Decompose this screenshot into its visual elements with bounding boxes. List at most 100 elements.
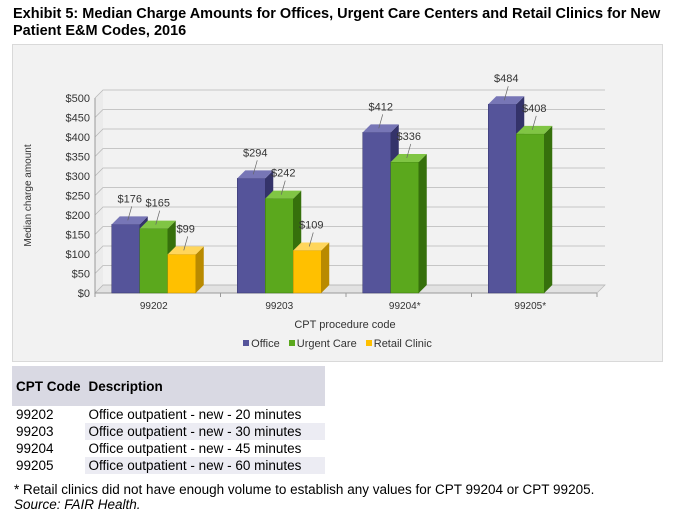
- data-label-leader: [503, 86, 509, 101]
- cpt-code-table: CPT Code Description 99202 Office outpat…: [12, 366, 325, 474]
- bar-office: [488, 103, 517, 294]
- source-note: Source: FAIR Health.: [14, 497, 141, 512]
- bar-office: [111, 224, 140, 294]
- legend-item-urgent-care: Urgent Care: [288, 338, 357, 350]
- x-tick-label: 99205*: [514, 301, 546, 312]
- y-tick-label: $450: [66, 113, 90, 125]
- table-cell-code: 99202: [16, 407, 54, 422]
- legend-swatch-office: [243, 340, 250, 346]
- y-tick-label: $500: [66, 93, 90, 105]
- legend-item-office: Office: [243, 338, 280, 350]
- gridline: [94, 226, 605, 235]
- gridline: [94, 128, 605, 138]
- data-label-leader: [280, 180, 286, 195]
- bar-top: [237, 170, 274, 179]
- y-tick-label: $50: [72, 269, 90, 281]
- y-tick-label: $250: [66, 191, 90, 203]
- gridline: [94, 284, 605, 294]
- gridline: [94, 187, 605, 196]
- legend-label-retail-clinic: Retail Clinic: [373, 338, 432, 350]
- legend-item-retail-clinic: Retail Clinic: [365, 338, 432, 350]
- y-axis-title: Median charge amount: [23, 144, 34, 247]
- table-cell-code: 99204: [16, 441, 54, 456]
- bar-urgent-care: [516, 133, 545, 294]
- data-label-leader: [378, 114, 384, 129]
- chart-legend: Office Urgent Care Retail Clinic: [13, 338, 662, 350]
- exhibit-title: Exhibit 5: Median Charge Amounts for Off…: [13, 6, 661, 39]
- legend-swatch-urgent-care: [288, 340, 295, 346]
- bar-office: [362, 132, 391, 294]
- table-cell-code: 99203: [12, 423, 85, 440]
- data-label: $408: [522, 103, 546, 115]
- table-row: 99202 Office outpatient - new - 20 minut…: [12, 406, 325, 423]
- data-label-leader: [531, 115, 537, 130]
- bar-urgent-care: [390, 161, 419, 294]
- header-description: Description: [84, 366, 325, 406]
- bar-top: [516, 125, 553, 134]
- data-label: $109: [299, 219, 323, 231]
- legend-swatch-retail-clinic: [365, 340, 372, 346]
- legend-label-urgent-care: Urgent Care: [296, 338, 357, 350]
- data-label: $242: [271, 168, 295, 180]
- y-tick-label: $350: [66, 152, 90, 164]
- bar-retail-clinic: [167, 254, 196, 294]
- y-tick-label: $200: [66, 210, 90, 222]
- data-label: $165: [146, 198, 170, 210]
- gridline: [94, 245, 605, 255]
- table-cell-description: Office outpatient - new - 20 minutes: [88, 407, 302, 422]
- bar-top: [111, 216, 148, 225]
- x-tick-label: 99204*: [389, 301, 421, 312]
- data-label: $99: [177, 223, 195, 235]
- table-cell-code: 99205: [12, 457, 85, 474]
- gridline: [94, 89, 605, 99]
- header-cpt-code: CPT Code: [12, 366, 85, 406]
- bar-top: [390, 153, 427, 162]
- data-label: $176: [118, 193, 142, 205]
- bar-retail-clinic: [293, 250, 322, 294]
- bar-top: [362, 124, 399, 133]
- data-label-leader: [155, 210, 161, 225]
- legend-label-office: Office: [251, 338, 280, 350]
- table-cell-description: Office outpatient - new - 60 minutes: [84, 457, 325, 474]
- bar-side: [195, 246, 204, 293]
- bar-office: [237, 178, 266, 294]
- gridline: [94, 167, 605, 177]
- table-header-row: CPT Code Description: [12, 366, 325, 406]
- bar-chart: $0 $50 $100 $150 $200 $250 $300 $350 $400 $450 $50…: [23, 73, 606, 331]
- data-label: $484: [494, 73, 518, 85]
- table-row: 99205 Office outpatient - new - 60 minut…: [12, 457, 325, 474]
- data-label-leader: [252, 160, 258, 175]
- bar-top: [488, 96, 525, 105]
- gridline: [94, 265, 605, 274]
- data-label-leader: [308, 232, 314, 247]
- bar-side: [418, 153, 427, 293]
- x-tick-label: 99203: [265, 301, 293, 312]
- table-cell-description: Office outpatient - new - 30 minutes: [84, 423, 325, 440]
- data-label: $412: [369, 101, 393, 113]
- data-label: $336: [397, 131, 421, 143]
- y-tick-label: $150: [66, 230, 90, 242]
- gridline: [94, 109, 605, 118]
- table-cell-description: Office outpatient - new - 45 minutes: [88, 441, 302, 456]
- data-label-leader: [183, 236, 189, 251]
- y-tick-label: $100: [66, 249, 90, 261]
- data-label: $294: [243, 147, 267, 159]
- gridline: [94, 148, 605, 157]
- footnote: * Retail clinics did not have enough vol…: [14, 482, 595, 497]
- x-tick-label: 99202: [140, 301, 168, 312]
- y-tick-label: $300: [66, 171, 90, 183]
- gridline: [94, 206, 605, 216]
- bar-side: [544, 125, 553, 293]
- data-label-leader: [127, 206, 133, 221]
- y-tick-label: $400: [66, 132, 90, 144]
- bar-top: [167, 246, 204, 255]
- bar-top: [139, 220, 176, 229]
- bar-top: [265, 190, 302, 199]
- bar-urgent-care: [139, 228, 168, 294]
- data-label-leader: [406, 143, 412, 159]
- x-axis-title: CPT procedure code: [294, 319, 395, 331]
- table-row: 99204 Office outpatient - new - 45 minut…: [12, 440, 325, 457]
- chart-area: $0 $50 $100 $150 $200 $250 $300 $350 $400 $450 $50…: [12, 44, 663, 362]
- table-row: 99203 Office outpatient - new - 30 minut…: [12, 423, 325, 440]
- bar-top: [293, 242, 330, 251]
